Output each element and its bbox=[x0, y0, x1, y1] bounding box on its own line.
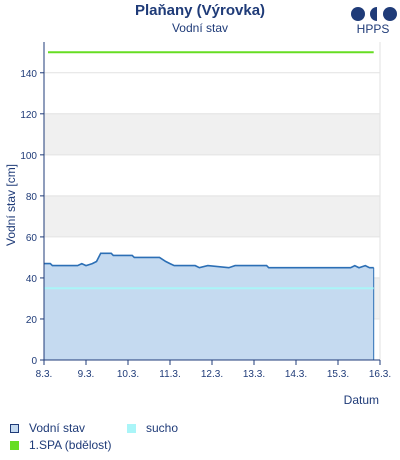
y-tick-label: 100 bbox=[20, 151, 37, 162]
x-tick-label: 14.3. bbox=[285, 369, 307, 380]
x-tick-label: 13.3. bbox=[243, 369, 265, 380]
x-tick-label: 12.3. bbox=[201, 369, 223, 380]
legend-label-vodni-stav: Vodní stav bbox=[29, 421, 86, 435]
x-tick-label: 9.3. bbox=[78, 369, 95, 380]
legend-label-sucho: sucho bbox=[146, 421, 179, 435]
chart-title: Plaňany (Výrovka) bbox=[134, 2, 266, 19]
x-tick-label: 10.3. bbox=[117, 369, 139, 380]
chart-subtitle: Vodní stav bbox=[171, 21, 229, 35]
y-tick-label: 120 bbox=[20, 110, 37, 121]
y-tick-label: 60 bbox=[26, 233, 38, 244]
y-tick-label: 140 bbox=[20, 69, 37, 80]
legend-swatch-vodni-stav bbox=[10, 423, 19, 433]
y-tick-label: 80 bbox=[26, 192, 38, 203]
legend-item-sucho: sucho bbox=[127, 421, 178, 435]
hpps-logo bbox=[351, 7, 397, 21]
series-vodni-stav-area bbox=[44, 253, 374, 360]
logo-text: HPPS bbox=[356, 22, 390, 36]
y-axis-label: Vodní stav [cm] bbox=[4, 164, 18, 246]
legend-label-spa1: 1.SPA (bdělost) bbox=[29, 438, 112, 452]
x-tick-label: 8.3. bbox=[36, 369, 53, 380]
x-axis-label: Datum bbox=[344, 393, 379, 407]
grid-band bbox=[44, 113, 380, 155]
legend-swatch-spa1 bbox=[10, 440, 19, 450]
y-tick-label: 20 bbox=[26, 315, 38, 326]
x-tick-label: 11.3. bbox=[159, 369, 181, 380]
grid-band bbox=[44, 195, 380, 237]
y-tick-label: 40 bbox=[26, 274, 38, 285]
legend-swatch-sucho bbox=[127, 423, 136, 433]
series-vodni-stav-line bbox=[44, 252, 374, 269]
y-tick-label: 0 bbox=[31, 356, 37, 367]
legend-item-vodni-stav: Vodní stav bbox=[10, 421, 85, 435]
legend-item-spa1: 1.SPA (bdělost) bbox=[10, 438, 112, 452]
x-tick-label: 15.3. bbox=[327, 369, 349, 380]
x-tick-label: 16.3. bbox=[369, 369, 391, 380]
